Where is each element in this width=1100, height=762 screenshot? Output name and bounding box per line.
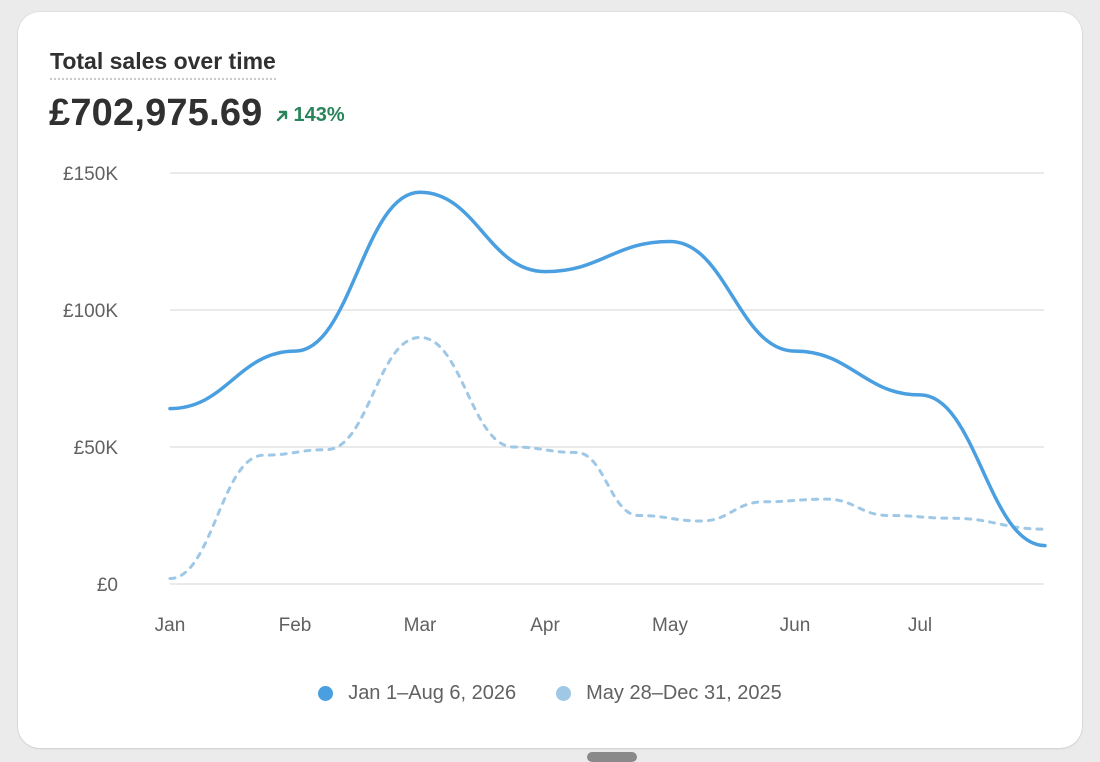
- series-line-previous: [168, 335, 1047, 580]
- legend-label-previous: May 28–Dec 31, 2025: [586, 682, 782, 704]
- x-tick-label: May: [652, 615, 688, 636]
- resize-handle[interactable]: [587, 752, 637, 762]
- total-row: £702,975.69 143%: [49, 92, 345, 135]
- x-tick-label: Jul: [908, 615, 932, 636]
- y-tick-label: £0: [97, 575, 118, 596]
- x-tick-label: Mar: [404, 615, 437, 636]
- chart-title[interactable]: Total sales over time: [50, 48, 276, 80]
- x-tick-label: Apr: [530, 615, 560, 636]
- legend-dot-previous: [556, 686, 572, 701]
- x-tick-label: Jan: [155, 615, 186, 636]
- total-sales-value: £702,975.69: [49, 92, 263, 134]
- legend-label-current: Jan 1–Aug 6, 2026: [348, 682, 517, 704]
- legend-item-current[interactable]: Jan 1–Aug 6, 2026: [318, 682, 516, 705]
- sales-card: Total sales over time £702,975.69 143% £…: [18, 12, 1082, 748]
- line-chart[interactable]: £0 £50K £100K £150K Jan Feb Mar Apr May Jun Jul: [18, 12, 1082, 672]
- y-tick-label: £100K: [63, 301, 118, 322]
- legend: Jan 1–Aug 6, 2026 May 28–Dec 31, 2025: [18, 682, 1082, 705]
- legend-dot-current: [318, 686, 334, 701]
- arrow-up-right-icon: [276, 110, 287, 121]
- series-line-current: [168, 190, 1047, 548]
- change-percent: 143%: [293, 104, 345, 126]
- x-tick-label: Feb: [279, 615, 312, 636]
- y-tick-label: £150K: [63, 164, 118, 185]
- change-badge: 143%: [275, 104, 345, 127]
- y-tick-label: £50K: [74, 438, 119, 459]
- legend-item-previous[interactable]: May 28–Dec 31, 2025: [556, 682, 782, 705]
- x-tick-label: Jun: [780, 615, 811, 636]
